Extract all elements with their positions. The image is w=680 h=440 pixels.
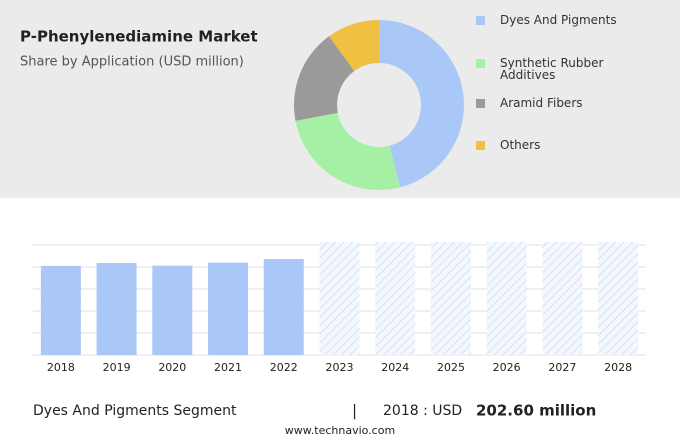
legend-swatch [476, 99, 485, 108]
x-tick-label: 2025 [437, 361, 465, 374]
bar [96, 263, 137, 355]
x-tick-label: 2027 [548, 361, 576, 374]
donut-slice [295, 112, 401, 190]
legend-label: Aramid Fibers [500, 96, 583, 110]
bar [208, 262, 249, 355]
x-tick-label: 2020 [158, 361, 186, 374]
x-tick-label: 2024 [381, 361, 409, 374]
forecast-placeholder [319, 242, 360, 355]
bar [152, 265, 193, 355]
x-tick-label: 2018 [47, 361, 75, 374]
x-tick-label: 2021 [214, 361, 242, 374]
footer-value: 202.60 million [476, 402, 596, 420]
legend-label: Others [500, 138, 541, 152]
x-tick-label: 2022 [270, 361, 298, 374]
legend-swatch [476, 141, 485, 150]
footer-separator: | [352, 402, 357, 420]
chart-subtitle: Share by Application (USD million) [20, 55, 244, 70]
legend-swatch [476, 16, 485, 25]
legend-swatch [476, 59, 485, 68]
donut-slice [379, 20, 465, 188]
chart-title: P-Phenylenediamine Market [20, 28, 258, 46]
forecast-placeholder [598, 242, 639, 355]
footer-source: www.technavio.com [285, 424, 395, 437]
donut-slice [329, 20, 379, 72]
footer-segment: Dyes And Pigments Segment [33, 403, 237, 419]
forecast-placeholder [375, 242, 416, 355]
bar [263, 259, 304, 355]
forecast-placeholder [542, 242, 583, 355]
x-tick-label: 2026 [493, 361, 521, 374]
legend-label: Synthetic Rubber Additives [500, 56, 604, 82]
donut-slice [294, 36, 355, 121]
x-tick-label: 2019 [103, 361, 131, 374]
x-tick-label: 2023 [326, 361, 354, 374]
legend-label: Dyes And Pigments [500, 13, 617, 27]
bar [40, 265, 81, 355]
footer-label: 2018 : USD [383, 403, 462, 419]
x-tick-label: 2028 [604, 361, 632, 374]
forecast-placeholder [430, 242, 471, 355]
forecast-placeholder [486, 242, 527, 355]
